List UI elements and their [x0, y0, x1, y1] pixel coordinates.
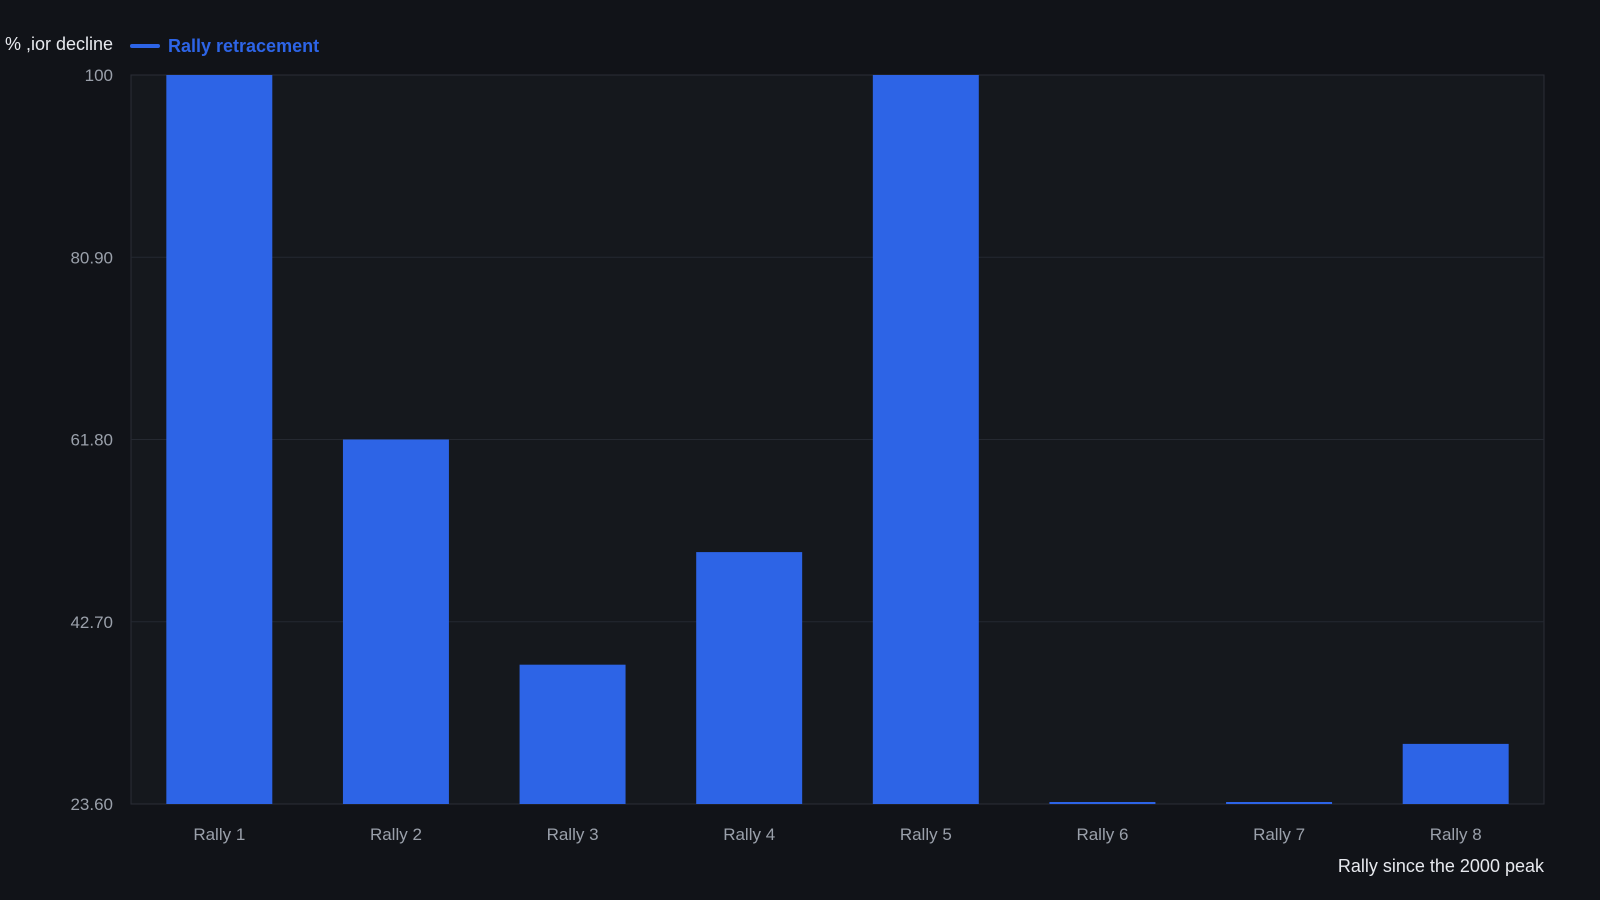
- y-tick-label: 100: [85, 66, 113, 85]
- y-tick-label: 61.80: [70, 431, 113, 450]
- y-axis-title-text: ior decline, %: [4, 34, 113, 54]
- bar-rally-8[interactable]: [1402, 743, 1509, 804]
- legend: Rally retracement: [130, 34, 319, 58]
- x-tick-label: Rally 4: [723, 825, 775, 844]
- y-tick-label: 23.60: [70, 795, 113, 814]
- bar-rally-6[interactable]: [1049, 802, 1156, 804]
- x-tick-label: Rally 7: [1253, 825, 1305, 844]
- bar-rally-4[interactable]: [696, 552, 803, 804]
- x-tick-label: Rally 5: [900, 825, 952, 844]
- x-tick-label: Rally 3: [547, 825, 599, 844]
- bar-rally-5[interactable]: [872, 75, 979, 804]
- bars: [166, 75, 1509, 805]
- bar-rally-7[interactable]: [1226, 802, 1333, 804]
- bar-rally-3[interactable]: [519, 664, 626, 804]
- y-tick-labels: 100 80.90 61.80 42.70 23.60: [70, 66, 113, 814]
- x-tick-label: Rally 8: [1430, 825, 1482, 844]
- x-axis-title: Rally since the 2000 peak: [1337, 856, 1544, 876]
- y-axis-title: ior decline, %: [0, 34, 113, 55]
- x-tick-label: Rally 6: [1076, 825, 1128, 844]
- x-tick-labels: Rally 1 Rally 2 Rally 3 Rally 4 Rally 5 Rally…: [193, 825, 1481, 844]
- legend-swatch: [130, 44, 160, 48]
- x-tick-label: Rally 2: [370, 825, 422, 844]
- y-tick-label: 42.70: [70, 613, 113, 632]
- legend-label: Rally retracement: [168, 35, 320, 56]
- y-tick-label: 80.90: [70, 248, 113, 267]
- bar-rally-2[interactable]: [342, 439, 449, 805]
- x-tick-label: Rally 1: [193, 825, 245, 844]
- bar-rally-1[interactable]: [166, 75, 273, 804]
